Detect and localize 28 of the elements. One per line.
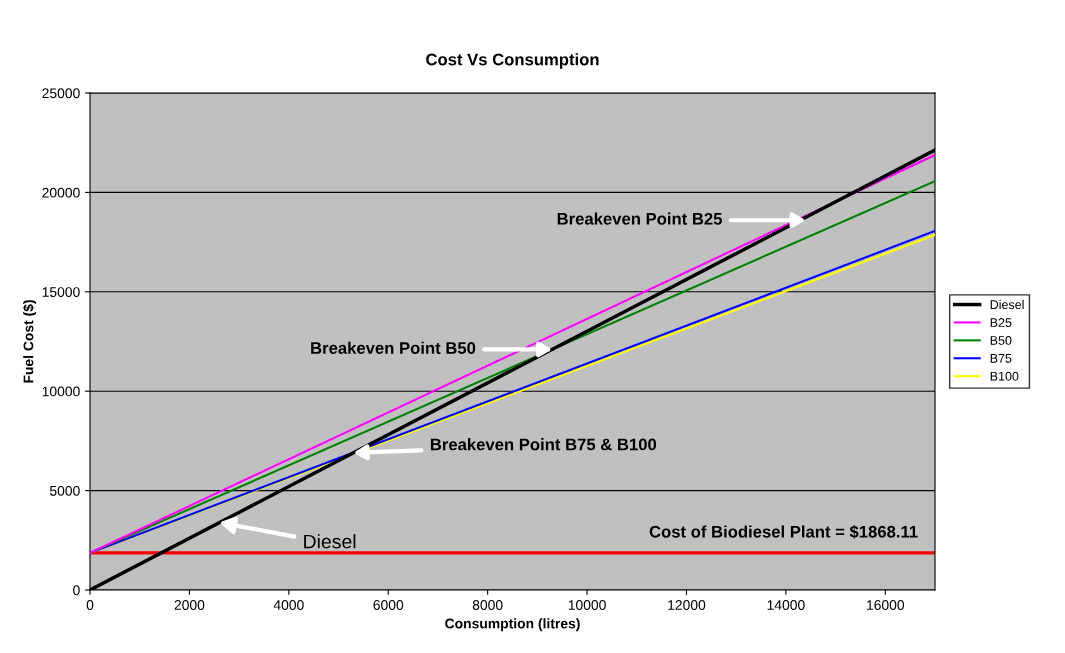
x-tick-label: 16000: [867, 600, 905, 610]
y-tick-label: 15000: [42, 287, 80, 297]
annotation: Breakeven Point B75 & B100: [430, 438, 657, 451]
y-tick-label: 5000: [49, 485, 80, 496]
y-tick-label: 20000: [42, 187, 80, 198]
ref-line-label: Cost of Biodiesel Plant = $1868.11: [649, 525, 918, 539]
legend-label: Diesel: [990, 299, 1024, 310]
y-tick-label: 10000: [42, 386, 80, 397]
x-tick-label: 10000: [568, 600, 606, 610]
x-tick-label: 0: [86, 600, 94, 610]
annotation: Breakeven Point B50: [311, 341, 476, 354]
x-axis-title: Consumption (litres): [445, 618, 580, 632]
x-tick-label: 12000: [668, 600, 706, 610]
annotation: Diesel: [304, 534, 356, 549]
legend-label: B75: [990, 354, 1012, 363]
annotation: Breakeven Point B25: [557, 212, 722, 225]
x-tick-label: 2000: [174, 600, 205, 610]
x-tick-label: 14000: [767, 600, 805, 610]
legend-label: B100: [990, 371, 1019, 381]
chart-title: Cost Vs Consumption: [426, 53, 599, 69]
x-tick-label: 6000: [373, 600, 404, 610]
x-tick-label: 4000: [273, 600, 304, 610]
y-tick-label: 25000: [42, 88, 80, 99]
legend-label: B50: [990, 336, 1012, 345]
x-tick-label: 8000: [472, 600, 503, 610]
y-tick-label: 0: [73, 585, 80, 596]
y-axis-title: Fuel Cost ($): [22, 300, 37, 383]
legend-label: B25: [990, 318, 1012, 327]
